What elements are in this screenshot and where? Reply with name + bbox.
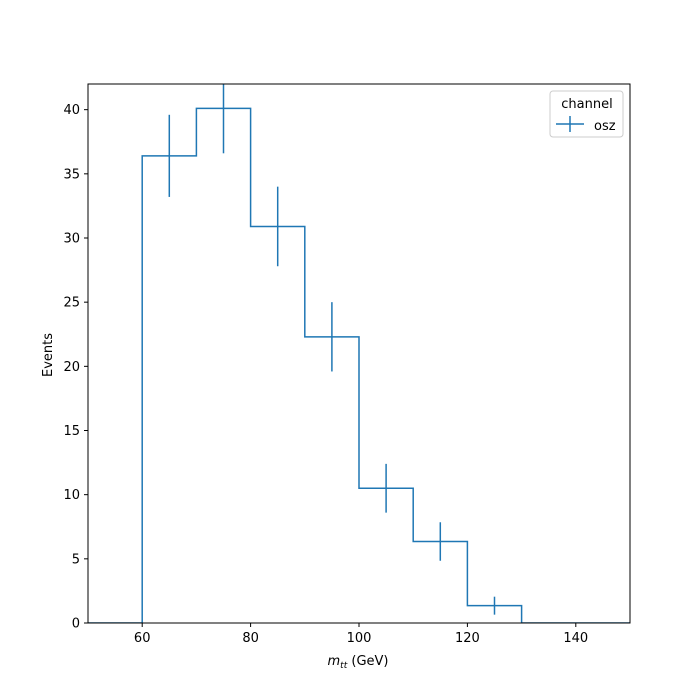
x-axis-label-symbol: m bbox=[328, 654, 341, 669]
x-tick-label: 120 bbox=[455, 631, 480, 646]
y-tick-label: 40 bbox=[63, 103, 80, 118]
y-tick-label: 0 bbox=[72, 617, 80, 632]
y-tick-label: 30 bbox=[63, 232, 80, 247]
x-tick-label: 100 bbox=[347, 631, 372, 646]
legend-box bbox=[549, 90, 624, 138]
x-axis-label-subscript: tt bbox=[340, 661, 348, 671]
legend-title: channel bbox=[561, 97, 612, 112]
y-tick-label: 25 bbox=[63, 296, 80, 311]
y-tick-label: 5 bbox=[72, 552, 80, 567]
legend-handle-osz bbox=[556, 116, 584, 132]
x-tick-label: 80 bbox=[242, 631, 259, 646]
x-tick-label: 140 bbox=[563, 631, 588, 646]
legend: channel osz bbox=[549, 90, 624, 138]
x-axis-label: mtt (GeV) bbox=[328, 654, 389, 671]
data-layer bbox=[88, 84, 630, 623]
x-axis: 60 80 100 120 140 bbox=[134, 623, 588, 646]
y-axis: 0 5 10 15 20 25 30 35 40 bbox=[63, 103, 88, 632]
y-tick-label: 10 bbox=[63, 488, 80, 503]
y-tick-label: 15 bbox=[63, 424, 80, 439]
y-tick-label: 35 bbox=[63, 167, 80, 182]
histogram-step-osz bbox=[88, 107, 630, 623]
x-tick-label: 60 bbox=[134, 631, 151, 646]
legend-entry-osz: osz bbox=[594, 119, 616, 134]
y-axis-label: Events bbox=[41, 333, 56, 377]
y-tick-label: 20 bbox=[63, 360, 80, 375]
x-axis-label-unit: (GeV) bbox=[347, 654, 388, 669]
